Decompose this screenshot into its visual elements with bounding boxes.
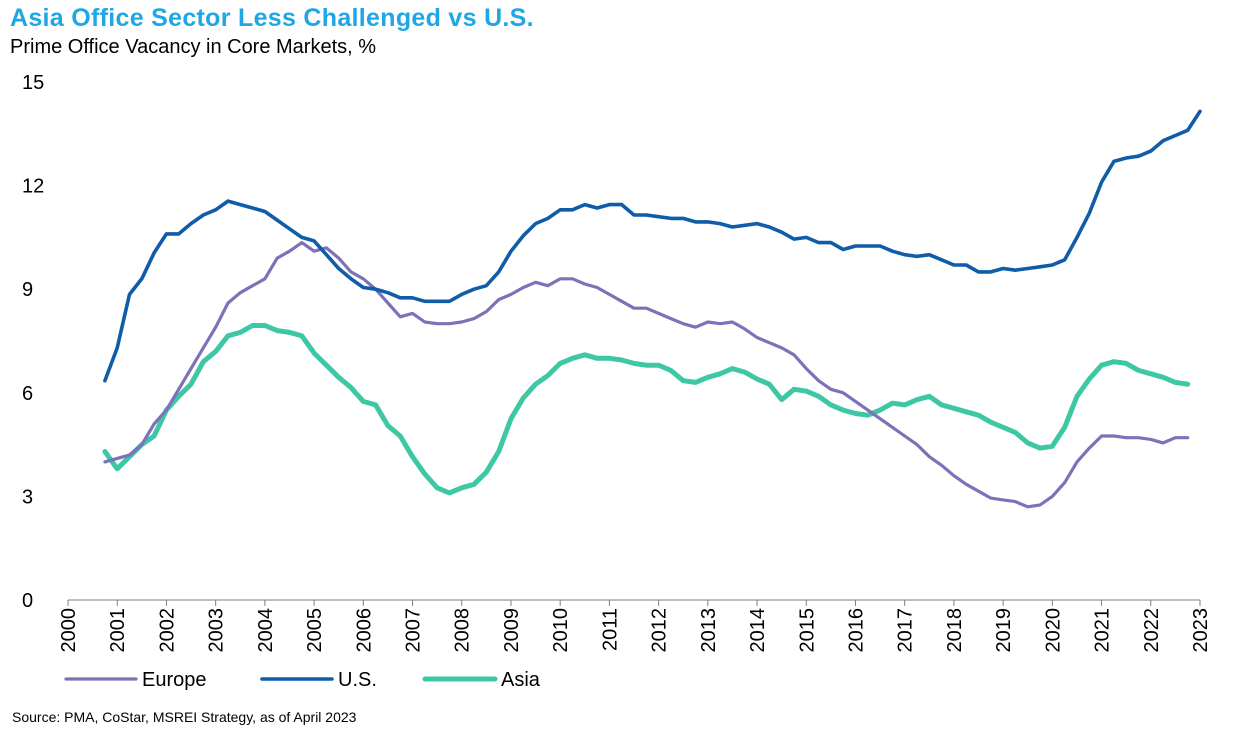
x-tick-label: 2013 xyxy=(698,608,720,653)
y-tick-label: 12 xyxy=(22,176,44,198)
legend-label: Europe xyxy=(142,669,207,691)
axes: 0 3 6 9 12 15 2000 2001 2002 2003 2004 2005 2006 2007… xyxy=(22,72,1212,653)
y-tick-label: 15 xyxy=(22,72,44,94)
legend: Europe U.S. Asia xyxy=(64,669,541,691)
x-tick-label: 2005 xyxy=(304,608,326,653)
x-tick-label: 2000 xyxy=(58,608,80,653)
legend-label: Asia xyxy=(501,669,541,691)
x-tick-label: 2007 xyxy=(403,608,425,653)
legend-label: U.S. xyxy=(338,669,377,691)
x-tick-label: 2021 xyxy=(1092,608,1114,653)
y-tick-label: 6 xyxy=(22,383,33,405)
line-chart: 0 3 6 9 12 15 2000 2001 2002 2003 2004 2005 2006 2007… xyxy=(22,72,1212,691)
x-tick-label: 2016 xyxy=(845,608,867,653)
x-tick-label: 2003 xyxy=(206,608,228,653)
x-tick-label: 2020 xyxy=(1042,608,1064,653)
x-tick-label: 2015 xyxy=(796,608,818,653)
x-tick-label: 2022 xyxy=(1141,608,1163,653)
x-tick-label: 2017 xyxy=(895,608,917,653)
series-line-us xyxy=(103,109,1202,383)
x-tick-label: 2019 xyxy=(993,608,1015,653)
series-line-asia xyxy=(102,323,1191,496)
y-tick-label: 0 xyxy=(22,590,33,612)
chart-title: Asia Office Sector Less Challenged vs U.… xyxy=(10,4,534,32)
chart-subtitle: Prime Office Vacancy in Core Markets, % xyxy=(10,36,377,58)
x-tick-label: 2023 xyxy=(1190,608,1212,653)
x-tick-label: 2012 xyxy=(649,608,671,653)
x-tick-label: 2004 xyxy=(255,608,277,653)
y-tick-label: 9 xyxy=(22,279,33,301)
source-note: Source: PMA, CoStar, MSREI Strategy, as … xyxy=(12,709,357,725)
series-lines xyxy=(102,109,1202,509)
x-tick-label: 2010 xyxy=(550,608,572,653)
x-tick-label: 2018 xyxy=(944,608,966,653)
series-line-europe xyxy=(103,241,1190,509)
x-tick-label: 2008 xyxy=(452,608,474,653)
x-tick-label: 2002 xyxy=(156,608,178,653)
x-tick-label: 2009 xyxy=(501,608,523,653)
x-tick-label: 2014 xyxy=(747,608,769,653)
x-tick-label: 2011 xyxy=(599,608,621,651)
y-tick-label: 3 xyxy=(22,486,33,508)
x-tick-label: 2006 xyxy=(353,608,375,653)
x-tick-label: 2001 xyxy=(107,608,129,653)
